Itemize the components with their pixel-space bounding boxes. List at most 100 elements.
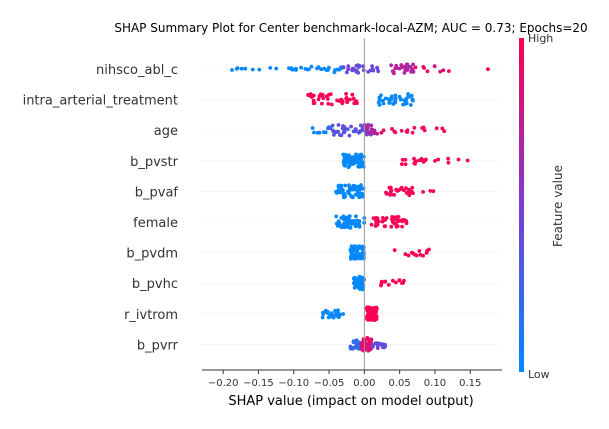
shap-point bbox=[375, 65, 379, 70]
shap-point bbox=[373, 217, 378, 222]
shap-point bbox=[406, 94, 411, 99]
shap-point bbox=[391, 70, 396, 74]
shap-point bbox=[421, 125, 426, 130]
shap-point bbox=[412, 156, 416, 161]
shap-point bbox=[404, 101, 409, 106]
feature-label: b_pvdm bbox=[126, 247, 178, 262]
shap-point bbox=[357, 155, 362, 159]
shap-point bbox=[358, 129, 363, 134]
shap-point bbox=[369, 222, 374, 227]
shap-point bbox=[393, 93, 398, 98]
shap-point bbox=[370, 64, 374, 68]
shap-point bbox=[312, 130, 316, 135]
shap-point bbox=[360, 280, 364, 284]
shap-point bbox=[346, 165, 351, 170]
shap-point bbox=[424, 251, 429, 255]
shap-point bbox=[392, 221, 397, 226]
shap-point bbox=[392, 193, 397, 197]
shap-point bbox=[399, 186, 403, 191]
shap-point bbox=[390, 126, 394, 131]
shap-point bbox=[440, 126, 445, 131]
shap-point bbox=[346, 156, 351, 161]
shap-point bbox=[447, 69, 451, 73]
shap-point bbox=[392, 248, 397, 253]
x-tick-label: −0.10 bbox=[278, 378, 309, 389]
shap-point bbox=[357, 64, 362, 68]
shap-point bbox=[239, 66, 244, 71]
shap-point bbox=[349, 219, 354, 223]
feature-label: intra_arterial_treatment bbox=[23, 94, 178, 109]
feature-label: b_pvstr bbox=[130, 155, 179, 170]
shap-point bbox=[365, 347, 369, 351]
shap-point bbox=[400, 157, 405, 162]
shap-point bbox=[349, 257, 353, 261]
shap-point bbox=[230, 68, 234, 72]
shap-point bbox=[321, 312, 326, 316]
shap-point bbox=[384, 190, 388, 195]
shap-point bbox=[349, 194, 354, 199]
x-tick-label: 0.05 bbox=[389, 378, 411, 389]
shap-point bbox=[291, 67, 296, 72]
shap-point bbox=[343, 183, 348, 188]
shap-point bbox=[350, 157, 355, 162]
shap-point bbox=[401, 102, 405, 107]
shap-point bbox=[381, 101, 386, 106]
x-tick-label: −0.05 bbox=[314, 378, 345, 389]
shap-point bbox=[329, 102, 334, 107]
shap-point bbox=[356, 340, 361, 345]
shap-point bbox=[316, 97, 321, 102]
shap-point bbox=[268, 66, 273, 70]
shap-point bbox=[399, 162, 404, 167]
shap-point bbox=[336, 184, 341, 189]
shap-point bbox=[342, 160, 347, 165]
shap-point bbox=[407, 189, 411, 193]
shap-point bbox=[320, 101, 324, 106]
shap-point bbox=[345, 127, 350, 132]
shap-point bbox=[378, 342, 383, 347]
feature-label: b_pvaf bbox=[135, 185, 179, 200]
shap-point bbox=[342, 193, 347, 197]
shap-point bbox=[368, 347, 372, 352]
shap-point bbox=[326, 68, 330, 72]
shap-point bbox=[360, 247, 365, 252]
shap-point bbox=[346, 221, 351, 226]
shap-point bbox=[393, 96, 398, 101]
shap-point bbox=[322, 66, 327, 71]
shap-point bbox=[389, 224, 394, 229]
shap-point bbox=[354, 152, 358, 157]
shap-point bbox=[394, 187, 398, 192]
shap-point bbox=[327, 126, 332, 130]
shap-point bbox=[326, 101, 331, 106]
shap-point bbox=[360, 191, 364, 196]
shap-point bbox=[343, 215, 348, 220]
shap-point bbox=[352, 253, 357, 258]
shap-point bbox=[353, 192, 358, 197]
shap-point bbox=[396, 215, 401, 219]
shap-point bbox=[406, 253, 411, 258]
shap-point bbox=[330, 123, 335, 128]
shap-point bbox=[357, 185, 362, 189]
shap-point bbox=[377, 95, 382, 100]
chart-title: SHAP Summary Plot for Center benchmark-l… bbox=[114, 21, 587, 35]
shap-point bbox=[371, 344, 375, 349]
shap-point bbox=[421, 158, 426, 163]
x-tick-label: 0.10 bbox=[424, 378, 446, 389]
shap-point bbox=[377, 103, 382, 107]
shap-point bbox=[341, 312, 345, 316]
shap-point bbox=[386, 283, 391, 287]
shap-point bbox=[403, 157, 408, 162]
shap-point bbox=[355, 159, 360, 164]
shap-point bbox=[346, 189, 350, 194]
shap-point bbox=[433, 159, 437, 163]
shap-point bbox=[398, 97, 403, 102]
shap-point bbox=[333, 308, 337, 313]
shap-point bbox=[336, 129, 341, 134]
shap-point bbox=[339, 183, 344, 188]
shap-point bbox=[393, 130, 398, 135]
shap-point bbox=[307, 67, 311, 72]
shap-point bbox=[341, 222, 346, 227]
shap-point bbox=[348, 248, 353, 252]
shap-point bbox=[411, 98, 415, 103]
shap-point bbox=[379, 130, 384, 135]
shap-point bbox=[309, 94, 313, 99]
